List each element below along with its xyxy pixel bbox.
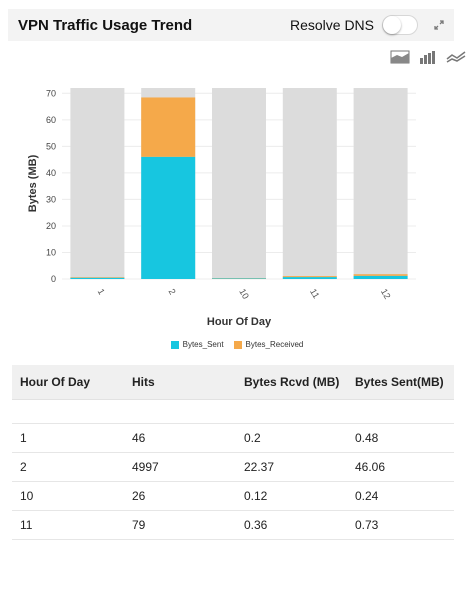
table-row: 1 46 0.2 0.48 [12, 423, 454, 453]
cell-hour: 11 [12, 510, 124, 540]
legend-label-sent: Bytes_Sent [182, 340, 224, 349]
resolve-dns-toggle[interactable] [382, 15, 418, 35]
x-axis-title: Hour Of Day [207, 316, 272, 328]
legend-item-bytes-sent[interactable]: Bytes_Sent [170, 340, 224, 349]
y-tick-label: 50 [46, 141, 56, 151]
bar-bytes-received[interactable] [70, 277, 125, 278]
cell-bytes-sent: 0.24 [347, 481, 454, 511]
table-row: 2 4997 22.37 46.06 [12, 452, 454, 482]
legend-item-bytes-received[interactable]: Bytes_Received [233, 340, 304, 349]
cell-hour: 10 [12, 481, 124, 511]
x-tick-label: 1 [96, 287, 107, 296]
legend-swatch-received [233, 340, 242, 349]
header-controls: Resolve DNS [290, 15, 446, 35]
bar-chart-icon[interactable] [418, 49, 438, 65]
cell-bytes-sent: 0.48 [347, 423, 454, 453]
widget-title: VPN Traffic Usage Trend [18, 16, 193, 34]
column-header-bytes-sent[interactable]: Bytes Sent(MB) [347, 365, 454, 400]
y-axis-title: Bytes (MB) [27, 154, 39, 212]
bar-bytes-received[interactable] [353, 274, 408, 276]
bar-bytes-sent[interactable] [70, 277, 125, 279]
bar-background [282, 88, 337, 279]
cell-hour: 2 [12, 452, 124, 482]
cell-hits: 4997 [124, 452, 236, 482]
bar-bytes-received[interactable] [141, 97, 196, 157]
bar-background [353, 88, 408, 279]
bar-background [70, 88, 125, 279]
cell-hits: 46 [124, 423, 236, 453]
traffic-table: Hour Of Day Hits Bytes Rcvd (MB) Bytes S… [12, 365, 454, 540]
bar-bytes-sent[interactable] [353, 275, 408, 279]
widget-header: VPN Traffic Usage Trend Resolve DNS [8, 9, 454, 41]
column-header-bytes-rcvd[interactable]: Bytes Rcvd (MB) [236, 365, 347, 400]
y-tick-label: 30 [46, 194, 56, 204]
bar-background [212, 88, 266, 279]
legend-label-received: Bytes_Received [245, 340, 304, 349]
x-tick-label: 11 [308, 287, 321, 300]
chart-legend: Bytes_Sent Bytes_Received [0, 340, 474, 349]
area-chart-icon[interactable] [390, 49, 410, 65]
cell-bytes-rcvd: 22.37 [236, 452, 347, 482]
bar-bytes-sent[interactable] [282, 277, 337, 279]
cell-hour: 1 [12, 423, 124, 453]
bar-bytes-sent[interactable] [212, 278, 266, 279]
column-header-hits[interactable]: Hits [124, 365, 236, 400]
column-header-hour[interactable]: Hour Of Day [12, 365, 124, 400]
expand-icon[interactable] [432, 18, 446, 32]
resolve-dns-label: Resolve DNS [289, 17, 374, 33]
cell-bytes-sent: 46.06 [347, 452, 454, 482]
table-row: 11 79 0.36 0.73 [12, 510, 454, 540]
cell-bytes-rcvd: 0.12 [236, 481, 347, 511]
chart-type-toolbar [390, 49, 466, 65]
y-tick-label: 10 [46, 247, 56, 257]
line-chart-icon[interactable] [446, 49, 466, 65]
x-tick-label: 12 [379, 287, 393, 301]
legend-swatch-sent [170, 340, 179, 349]
cell-bytes-rcvd: 0.2 [236, 423, 347, 453]
x-tick-label: 2 [166, 287, 177, 296]
table-header-row: Hour Of Day Hits Bytes Rcvd (MB) Bytes S… [12, 365, 454, 400]
toggle-knob [383, 16, 401, 34]
bar-bytes-sent[interactable] [141, 156, 196, 279]
cell-hits: 79 [124, 510, 236, 540]
table-row: 10 26 0.12 0.24 [12, 481, 454, 511]
bar-bytes-received[interactable] [282, 276, 337, 278]
x-tick-label: 10 [237, 287, 251, 301]
cell-hits: 26 [124, 481, 236, 511]
y-tick-label: 40 [46, 168, 56, 178]
traffic-chart: 0 10 20 30 40 50 60 70 1 2 10 11 12 Bytes (MB) Hour Of… [0, 70, 474, 360]
y-tick-label: 20 [46, 221, 56, 231]
cell-bytes-sent: 0.73 [347, 510, 454, 540]
y-tick-label: 70 [46, 88, 56, 98]
table-spacer-row [12, 399, 454, 424]
y-tick-label: 0 [51, 274, 56, 284]
y-tick-label: 60 [46, 115, 56, 125]
cell-bytes-rcvd: 0.36 [236, 510, 347, 540]
